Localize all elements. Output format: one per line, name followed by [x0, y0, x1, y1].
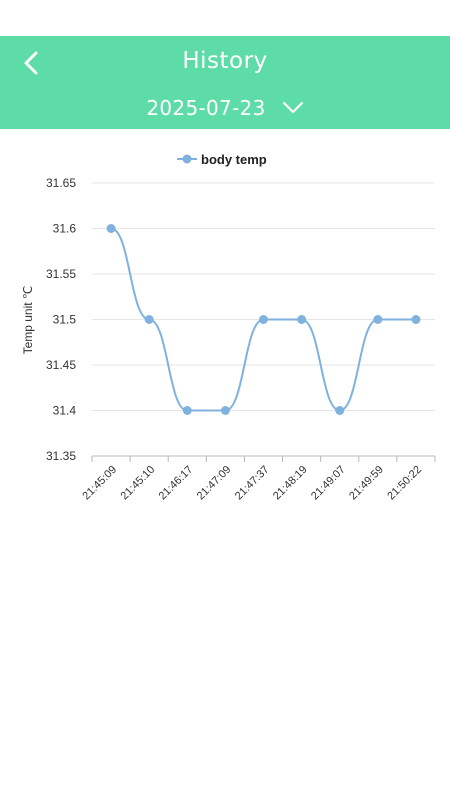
x-tick-label: 21:50:22 [385, 464, 424, 503]
y-tick-label: 31.5 [53, 313, 77, 327]
data-point[interactable] [259, 315, 268, 324]
x-tick-label: 21:45:10 [119, 464, 158, 503]
data-point[interactable] [335, 406, 345, 415]
chart-container: body temp Temp unit ℃ 31.65 31.6 31.55 31.5… [0, 129, 450, 529]
data-point[interactable] [144, 315, 154, 324]
x-tick-label: 21:47:37 [233, 464, 272, 503]
data-point[interactable] [220, 406, 230, 415]
x-tick-label: 21:49:59 [347, 464, 386, 503]
data-point[interactable] [106, 224, 116, 233]
y-tick-label: 31.45 [46, 358, 76, 372]
x-tick-label: 21:47:09 [195, 464, 234, 503]
data-point[interactable] [297, 315, 307, 324]
series-line-body-temp [110, 227, 416, 412]
data-point[interactable] [182, 406, 192, 415]
chart-legend: body temp [177, 152, 267, 167]
y-tick-label: 31.65 [46, 176, 76, 190]
x-tick-label: 21:48:19 [271, 464, 310, 503]
y-tick-label: 31.35 [46, 449, 76, 463]
temperature-chart: body temp Temp unit ℃ 31.65 31.6 31.55 31.5… [21, 152, 436, 503]
chevron-down-icon [282, 101, 303, 114]
back-button[interactable] [14, 46, 48, 80]
app-header: History 2025-07-23 [0, 36, 450, 129]
x-tick-label: 21:46:17 [157, 464, 196, 503]
date-label: 2025-07-23 [146, 96, 266, 120]
x-tick-label: 21:49:07 [309, 464, 348, 503]
legend-marker [182, 154, 192, 164]
page-title: History [182, 48, 268, 74]
y-tick-label: 31.6 [53, 222, 77, 236]
legend-label: body temp [201, 152, 267, 167]
chevron-left-icon [24, 51, 38, 75]
x-tick-label: 21:45:09 [80, 464, 119, 503]
data-point[interactable] [411, 315, 421, 324]
y-axis-label: Temp unit ℃ [21, 286, 35, 355]
y-tick-label: 31.4 [53, 404, 77, 418]
date-selector[interactable]: 2025-07-23 [0, 96, 450, 120]
status-bar [0, 0, 450, 36]
y-tick-label: 31.55 [46, 267, 76, 281]
data-point[interactable] [373, 315, 383, 324]
